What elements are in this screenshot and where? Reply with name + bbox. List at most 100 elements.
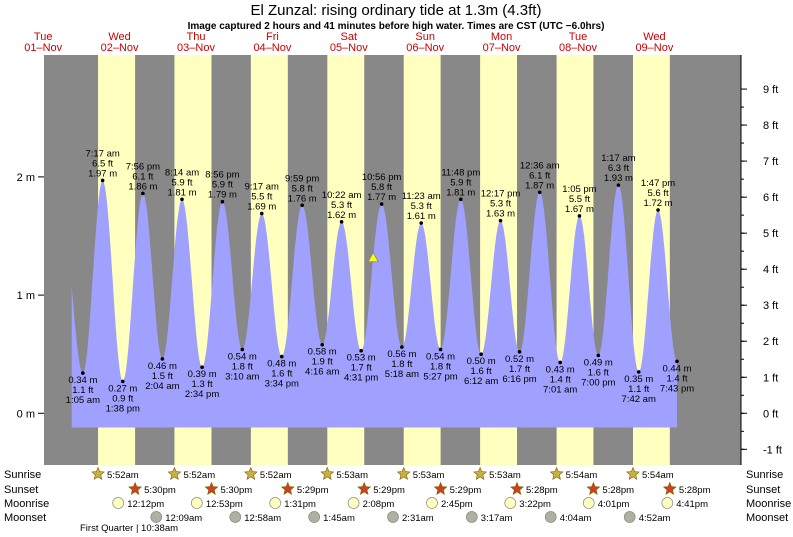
day-label-dow: Fri	[266, 31, 279, 43]
moonset-icon	[544, 511, 557, 523]
moonrise-time: 2:45pm	[441, 499, 473, 510]
sunrise-time: 5:53am	[336, 470, 368, 481]
low-tide-label: 1:05 am	[66, 395, 100, 406]
high-tide-point	[220, 199, 225, 204]
moonset-time: 2:31am	[402, 513, 434, 524]
high-tide-label: 1.81 m	[446, 187, 475, 198]
high-tide-label: 5.9 ft	[212, 180, 233, 191]
day-label-date: 06–Nov	[406, 42, 444, 54]
high-tide-label: 11:23 am	[402, 191, 441, 202]
low-tide-label: 0.49 m	[584, 357, 613, 368]
low-tide-point	[279, 354, 284, 359]
low-tide-point	[400, 345, 404, 349]
high-tide-label: 1.93 m	[604, 173, 633, 184]
high-tide-label: 5.3 ft	[411, 201, 432, 212]
high-tide-label: 1.62 m	[327, 210, 356, 221]
high-tide-label: 10:22 am	[322, 190, 362, 201]
low-tide-point	[517, 350, 522, 354]
high-tide-label: 1.81 m	[167, 187, 196, 198]
sunrise-time: 5:53am	[489, 470, 521, 481]
low-tide-label: 5:18 am	[385, 369, 419, 380]
moonrise-icon	[661, 497, 674, 509]
high-tide-point	[339, 220, 344, 224]
moonrise-icon	[347, 497, 360, 509]
sunset-time: 5:28pm	[602, 485, 634, 496]
axes: 0 m 1 m 2 m -1 ft 0 ft 1 ft 2 ft 3 ft 4 ft 5 ft 6 …	[17, 55, 782, 465]
low-tide-label: 6:12 am	[464, 376, 498, 387]
sunrise-time: 5:53am	[413, 470, 445, 481]
high-tide-label: 9:17 am	[245, 182, 279, 193]
low-tide-label: 4:16 am	[305, 367, 339, 378]
low-tide-label: 3:34 pm	[265, 379, 299, 390]
high-tide-label: 7:56 pm	[126, 161, 160, 172]
day-label-dow: Sat	[341, 31, 358, 43]
high-tide-point	[259, 211, 264, 216]
low-tide-label: 5:27 pm	[423, 371, 457, 382]
low-tide-point	[320, 342, 324, 347]
low-tide-label: 2:34 pm	[185, 389, 219, 400]
high-tide-point	[379, 202, 384, 206]
high-tide-label: 8:56 pm	[205, 170, 239, 181]
sunset-icon	[510, 481, 524, 495]
high-tide-label: 1.76 m	[288, 193, 317, 204]
low-tide-label: 0.56 m	[387, 349, 416, 360]
low-tide-label: 0.58 m	[308, 347, 337, 358]
sunrise-icon	[167, 466, 182, 480]
moonrise-icon	[426, 497, 438, 509]
low-tide-label: 1.6 ft	[588, 367, 609, 378]
low-tide-point	[558, 360, 562, 365]
moonset-icon	[387, 511, 399, 523]
low-tide-label: 0.54 m	[426, 351, 455, 362]
sunset-icon	[586, 481, 601, 495]
moonrise-row-label-right: Moonrise	[746, 498, 791, 510]
day-label-dow: Wed	[108, 31, 130, 43]
sunrise-icon	[91, 466, 105, 480]
high-tide-label: 1:17 am	[601, 153, 635, 164]
sunset-time: 5:28pm	[679, 485, 711, 496]
day-label-date: 09–Nov	[635, 42, 673, 54]
high-tide-label: 7:17 am	[85, 148, 119, 159]
right-tick-label: 6 ft	[763, 192, 778, 204]
day-label-dow: Sun	[415, 31, 435, 43]
sunset-icon	[357, 481, 372, 495]
low-tide-label: 1:38 pm	[106, 403, 140, 414]
sunset-row-label-right: Sunset	[746, 484, 780, 496]
low-tide-label: 2:04 am	[145, 381, 179, 392]
low-tide-label: 7:43 pm	[660, 383, 694, 394]
day-label-dow: Mon	[491, 31, 512, 43]
moonset-time: 12:58am	[244, 513, 281, 524]
high-tide-label: 1:47 pm	[641, 178, 675, 189]
low-tide-label: 1.3 ft	[192, 379, 213, 390]
tide-area	[71, 180, 677, 428]
low-tide-label: 7:42 am	[622, 394, 656, 405]
sunset-icon	[433, 481, 448, 495]
sunset-time: 5:29pm	[297, 485, 329, 496]
high-tide-label: 5.9 ft	[450, 177, 471, 188]
moonset-time: 3:17am	[481, 513, 513, 524]
day-label-date: 08–Nov	[559, 42, 597, 54]
chart-subtitle: Image captured 2 hours and 41 minutes be…	[188, 21, 605, 32]
day-label-dow: Thu	[187, 31, 206, 43]
low-tide-label: 0.43 m	[546, 364, 575, 375]
moonrise-icon	[190, 497, 203, 509]
day-label-date: 07–Nov	[483, 42, 521, 54]
sunrise-icon	[473, 466, 488, 480]
low-tide-label: 0.52 m	[505, 354, 534, 365]
sunset-row-label-left: Sunset	[4, 484, 38, 496]
low-tide-point	[636, 370, 641, 374]
current-tide-marker-group	[367, 251, 379, 263]
left-tick-label: 2 m	[17, 172, 35, 184]
right-tick-label: 4 ft	[763, 264, 778, 276]
sunrise-icon	[549, 466, 564, 480]
low-tide-label: 0.50 m	[467, 356, 496, 367]
high-tide-label: 1.87 m	[525, 180, 554, 191]
low-tide-point	[240, 347, 245, 352]
high-tide-point	[498, 218, 503, 223]
sunrise-icon	[396, 466, 411, 480]
high-tide-label: 6.1 ft	[132, 171, 153, 182]
high-tide-label: 5.6 ft	[647, 188, 668, 199]
low-tide-label: 0.9 ft	[112, 393, 133, 404]
low-tide-label: 6:16 pm	[502, 374, 536, 385]
day-label-date: 05–Nov	[330, 42, 368, 54]
